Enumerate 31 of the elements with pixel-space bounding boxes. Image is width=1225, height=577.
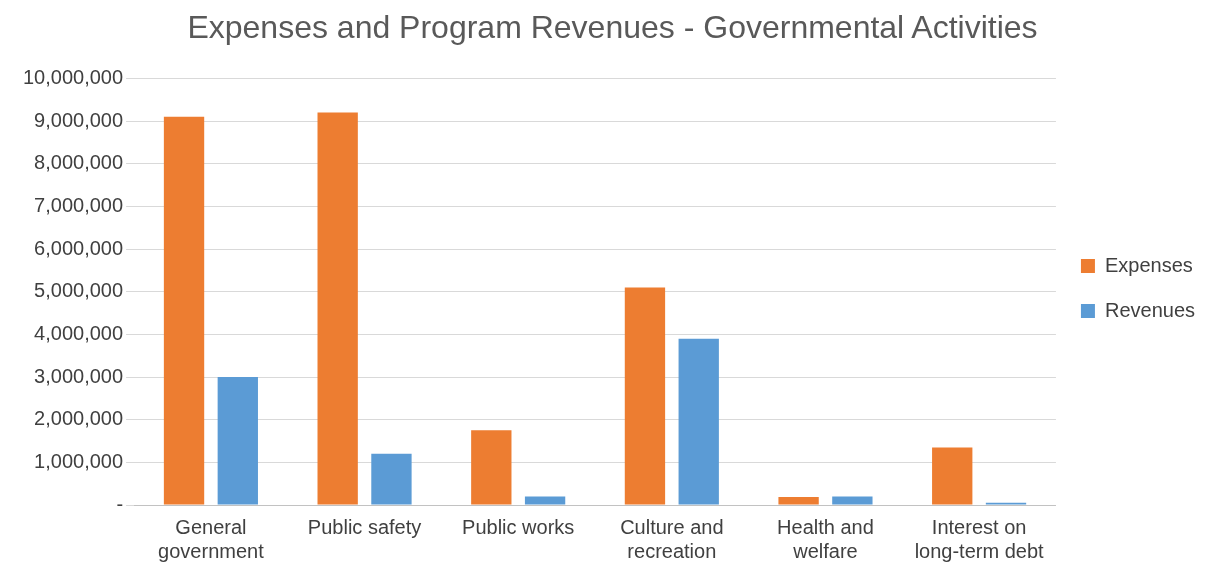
bar: [832, 496, 873, 505]
chart-title: Expenses and Program Revenues - Governmental Activities: [187, 9, 1038, 46]
bar: [624, 287, 666, 505]
bar: [524, 496, 566, 505]
y-tick-label: 1,000,000: [34, 449, 124, 472]
x-tick-label: Culture and recreation: [620, 515, 724, 562]
y-tick-label: 9,000,000: [34, 108, 124, 131]
bar: [217, 377, 258, 505]
x-tick-label: Public works: [462, 515, 575, 538]
bar: [317, 112, 358, 505]
x-tick-label: General government: [158, 515, 265, 562]
y-tick-label: 2,000,000: [34, 407, 124, 430]
legend-label: Revenues: [1104, 298, 1195, 321]
y-tick-label: 4,000,000: [34, 321, 124, 344]
bar: [371, 453, 412, 505]
y-tick-label: 8,000,000: [34, 151, 124, 174]
y-tick-label: -: [116, 492, 124, 515]
y-tick-label: 3,000,000: [34, 364, 124, 387]
bar: [471, 430, 512, 505]
bar: [778, 496, 819, 505]
x-tick-label: Interest on long-term debt: [914, 515, 1045, 562]
x-tick-label: Health and welfare: [777, 515, 874, 562]
y-tick-label: 10,000,000: [22, 65, 124, 88]
bar: [932, 447, 973, 505]
bar: [163, 116, 205, 505]
y-tick-label: 5,000,000: [34, 279, 124, 302]
x-tick-label: Public safety: [307, 515, 422, 538]
legend-label: Expenses: [1104, 253, 1193, 276]
bar: [678, 338, 719, 505]
y-tick-label: 7,000,000: [34, 193, 124, 216]
y-tick-label: 6,000,000: [34, 236, 124, 259]
